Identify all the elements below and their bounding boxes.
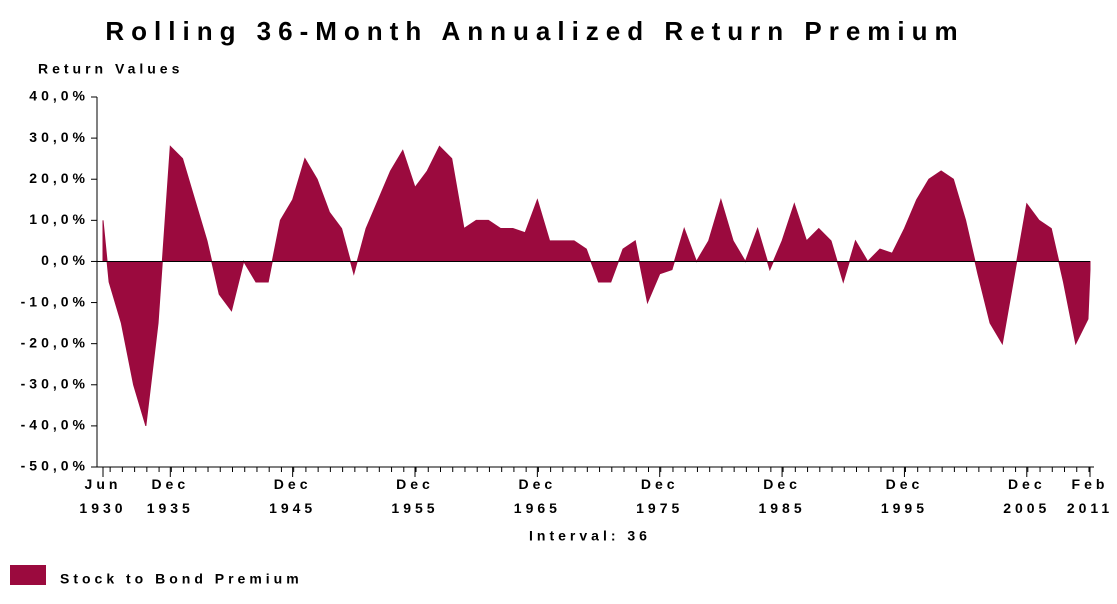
x-tick-label: Dec 2005 [1003, 476, 1050, 516]
x-tick-label: Dec 1975 [636, 476, 683, 516]
y-axis-label: Return Values [38, 61, 183, 77]
x-tick-label: Dec 1995 [881, 476, 928, 516]
y-tick-label: -40,0% [21, 417, 89, 433]
x-tick-label: Dec 1965 [514, 476, 561, 516]
x-axis-label: Interval: 36 [529, 528, 651, 544]
x-tick-label: Dec 1985 [758, 476, 805, 516]
y-tick-label: 30,0% [29, 129, 89, 145]
y-tick-label: -30,0% [21, 375, 89, 391]
y-tick-label: -10,0% [21, 293, 89, 309]
legend-swatch [10, 565, 46, 585]
y-tick-label: -50,0% [21, 458, 89, 474]
area [102, 145, 1091, 427]
y-tick-label: 40,0% [29, 88, 89, 104]
x-tick-label: Jun 1930 [79, 476, 126, 516]
y-tick-label: 0,0% [41, 252, 89, 268]
chart-title: Rolling 36-Month Annualized Return Premi… [105, 16, 964, 46]
x-tick-label: Dec 1935 [147, 476, 194, 516]
legend-label: Stock to Bond Premium [60, 571, 303, 587]
y-tick-label: 20,0% [29, 170, 89, 186]
y-tick-label: -20,0% [21, 334, 89, 350]
x-tick-label: Dec 1955 [391, 476, 438, 516]
y-tick-label: 10,0% [29, 211, 89, 227]
x-tick-label: Feb 2011 [1067, 476, 1113, 516]
x-tick-label: Dec 1945 [269, 476, 316, 516]
